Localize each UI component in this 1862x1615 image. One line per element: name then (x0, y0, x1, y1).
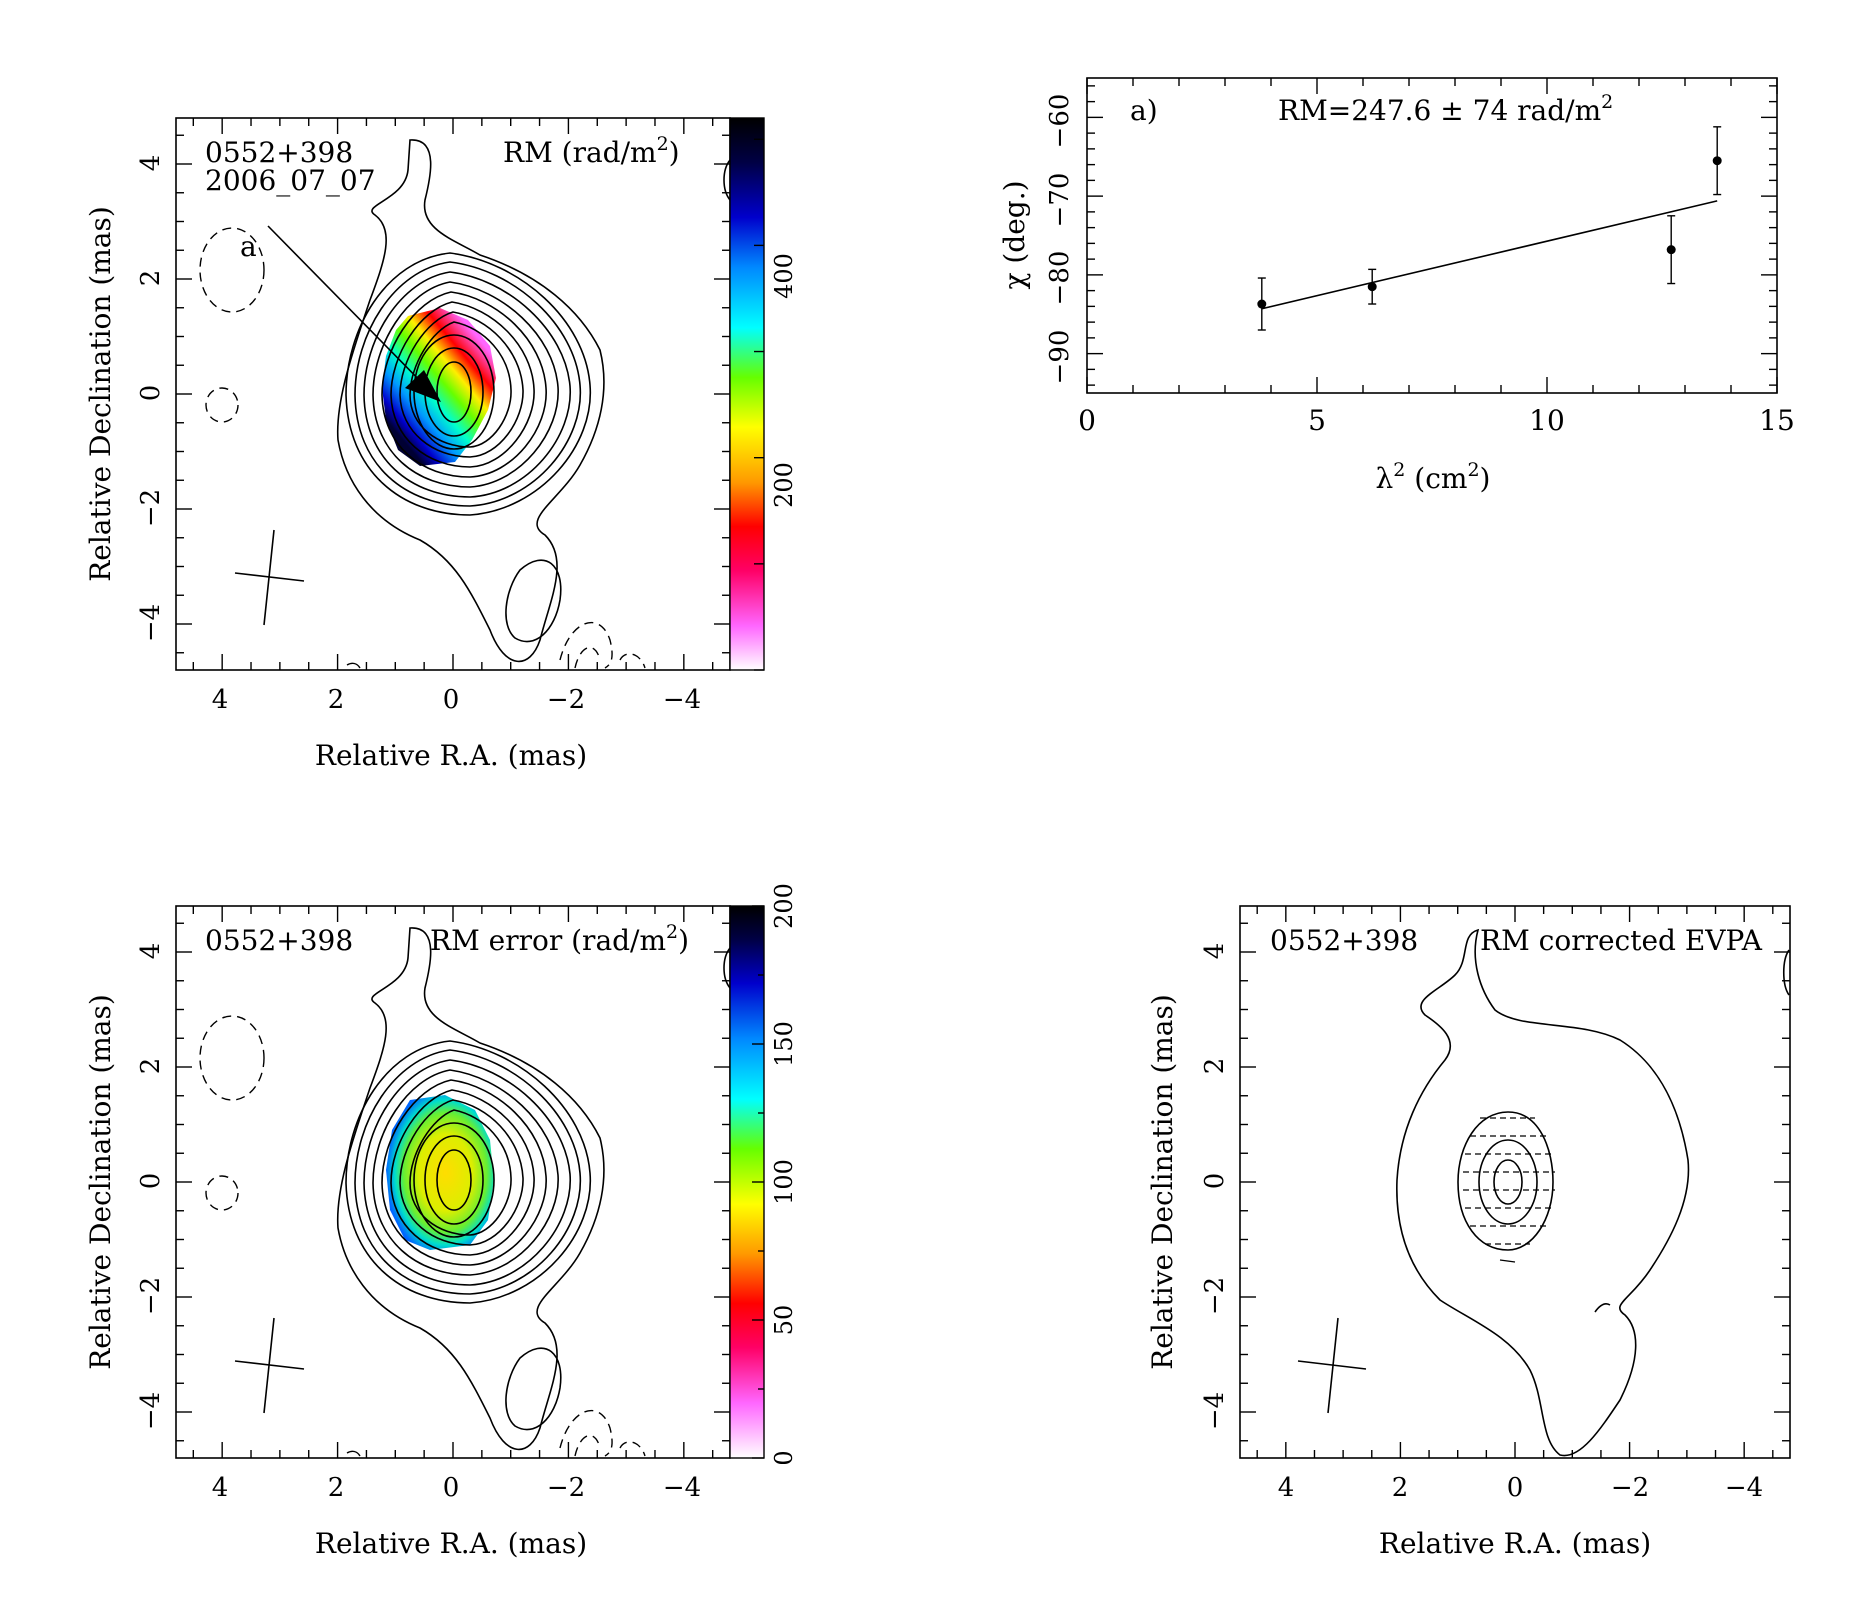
rm-error-negative-contours (199, 1015, 646, 1457)
data-point (1666, 245, 1676, 255)
rm-fit-ytick-2: −70 (1045, 173, 1075, 228)
rm-map-xlabel: Relative R.A. (mas) (315, 739, 587, 772)
rm-map-epoch: 2006_07_07 (205, 164, 376, 197)
rm-map-ytick-4: −2 (136, 489, 166, 527)
rm-fit-ytick-3: −80 (1045, 251, 1075, 306)
rm-error-xtick-4: −2 (547, 1473, 585, 1503)
rm-colorbar (729, 117, 765, 671)
evpa-contours (1396, 928, 1790, 1457)
rm-fit-xtick-4: 15 (1759, 404, 1795, 437)
evpa-ytick-3: 0 (1200, 1173, 1230, 1190)
rm-error-colorbar-tick-2: 50 (770, 1305, 798, 1336)
evpa-ytick-2: 2 (1200, 1058, 1230, 1075)
rm-error-ytick-3: 0 (136, 1173, 166, 1190)
rm-fit-xtick-2: 5 (1308, 404, 1326, 437)
rm-error-colorbar-tick-3: 100 (770, 1159, 798, 1205)
rm-error-ytick-2: 2 (136, 1058, 166, 1075)
data-point (1367, 282, 1377, 292)
rm-map-ytick-5: −4 (136, 604, 166, 642)
rm-map-beam (234, 529, 305, 626)
evpa-ytick-1: 4 (1200, 943, 1230, 960)
evpa-xtick-5: −4 (1725, 1473, 1763, 1503)
rm-fit-line (1261, 200, 1718, 310)
evpa-ytick-5: −4 (1200, 1392, 1230, 1430)
rm-error-panel: 0552+398 RM error (rad/m2) 4 2 0 −2 −4 4… (84, 883, 798, 1560)
rm-error-xlabel: Relative R.A. (mas) (315, 1527, 587, 1560)
rm-fit-rm-text: RM=247.6 ± 74 rad/m2 (1278, 91, 1613, 127)
rm-fit-ticks (1086, 78, 1778, 393)
evpa-frame (1239, 905, 1791, 1459)
rm-error-ticks (176, 905, 764, 1459)
rm-error-pixels (386, 1095, 494, 1250)
rm-error-ytick-4: −2 (136, 1277, 166, 1315)
rm-error-title: RM error (rad/m2) (430, 921, 689, 957)
rm-error-ytick-1: 4 (136, 943, 166, 960)
data-point (1712, 156, 1722, 166)
rm-map-source: 0552+398 (205, 136, 353, 169)
evpa-ylabel: Relative Declination (mas) (1146, 994, 1179, 1370)
rm-map-xtick-5: −4 (663, 685, 701, 715)
evpa-xtick-4: −2 (1611, 1473, 1649, 1503)
rm-map-xtick-4: −2 (547, 685, 585, 715)
rm-map-ylabel: Relative Declination (mas) (84, 206, 117, 582)
rm-error-beam (234, 1317, 305, 1414)
rm-colorbar-tick-1: 200 (770, 462, 798, 508)
rm-fit-xtick-3: 10 (1529, 404, 1565, 437)
evpa-title: RM corrected EVPA (1480, 924, 1763, 957)
rm-map-title: RM (rad/m2) (503, 133, 680, 169)
rm-map-negative-contours (199, 227, 646, 669)
rm-map-contours (336, 139, 731, 663)
rm-map-ytick-3: 0 (136, 385, 166, 402)
rm-error-colorbar-tick-1: 0 (770, 1450, 798, 1465)
rm-map-xtick-2: 2 (328, 685, 345, 715)
rm-map-ticks (176, 118, 764, 671)
rm-map-arrow (267, 225, 437, 398)
rm-error-xtick-1: 4 (212, 1473, 229, 1503)
rm-fit-ytick-4: −90 (1045, 330, 1075, 385)
rm-error-ylabel: Relative Declination (mas) (84, 994, 117, 1370)
evpa-ticks (1240, 906, 1790, 1458)
rm-error-ytick-5: −4 (136, 1392, 166, 1430)
evpa-beam (1297, 1317, 1367, 1414)
rm-map-xtick-1: 4 (212, 685, 229, 715)
rm-map-ytick-2: 2 (136, 270, 166, 287)
evpa-xlabel: Relative R.A. (mas) (1379, 1527, 1651, 1560)
rm-fit-xtick-1: 0 (1078, 404, 1096, 437)
rm-fit-frame (1086, 77, 1778, 394)
evpa-xtick-3: 0 (1507, 1473, 1524, 1503)
rm-fit-ylabel: χ (deg.) (998, 180, 1031, 289)
evpa-xtick-1: 4 (1278, 1473, 1295, 1503)
rm-error-colorbar-tick-5: 200 (770, 883, 798, 929)
rm-fit-panel: a) RM=247.6 ± 74 rad/m2 0 5 10 15 −60 −7… (998, 77, 1795, 495)
rm-error-xtick-3: 0 (443, 1473, 460, 1503)
rm-error-colorbar-tick-4: 150 (770, 1021, 798, 1067)
rm-colorbar-tick-2: 400 (770, 253, 798, 299)
rm-error-source: 0552+398 (205, 924, 353, 957)
evpa-panel: 0552+398 RM corrected EVPA 4 2 0 −2 −4 4… (1146, 905, 1791, 1560)
evpa-xtick-2: 2 (1392, 1473, 1409, 1503)
rm-map-xtick-3: 0 (443, 685, 460, 715)
rm-error-xtick-5: −4 (663, 1473, 701, 1503)
data-point (1257, 299, 1267, 309)
evpa-source: 0552+398 (1270, 924, 1418, 957)
rm-map-panel: 0552+398 2006_07_07 RM (rad/m2) a 4 2 0 … (84, 117, 798, 772)
evpa-vectors (1463, 1117, 1555, 1263)
rm-fit-points (1257, 126, 1722, 331)
rm-map-marker: a (240, 230, 257, 263)
rm-error-contours (336, 927, 731, 1451)
rm-map-arrow-head (405, 370, 441, 402)
rm-fit-label: a) (1130, 94, 1158, 127)
rm-error-xtick-2: 2 (328, 1473, 345, 1503)
evpa-ytick-4: −2 (1200, 1277, 1230, 1315)
rm-fit-ytick-1: −60 (1045, 94, 1075, 149)
rm-map-ytick-1: 4 (136, 155, 166, 172)
rm-fit-xlabel: λ2 (cm2) (1376, 459, 1491, 495)
